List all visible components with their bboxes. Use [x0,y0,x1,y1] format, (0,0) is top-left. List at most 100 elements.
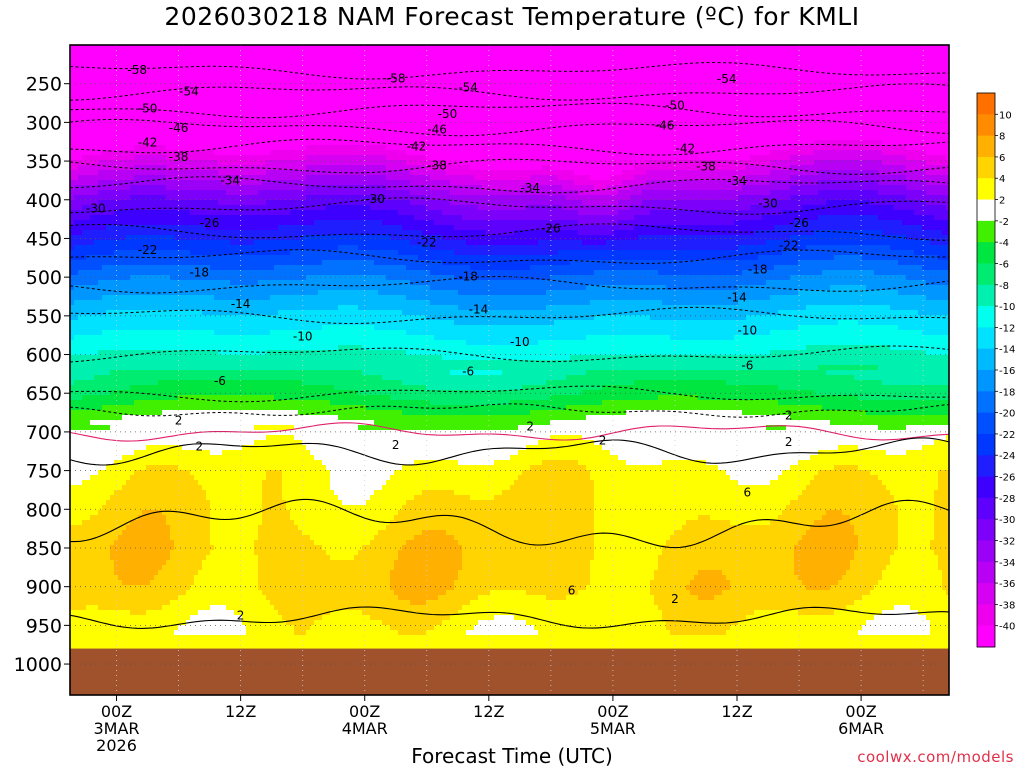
field-cell [934,65,939,71]
field-cell [274,150,279,156]
field-cell [770,80,775,86]
field-cell [562,65,567,71]
field-cell [278,60,283,66]
field-cell [126,85,131,91]
field-cell [282,120,287,126]
field-cell [458,60,463,66]
field-cell [898,120,903,126]
field-cell [322,90,327,96]
field-cell [806,145,811,151]
field-cell [814,110,819,116]
field-cell [378,95,383,101]
field-cell [226,150,231,156]
field-cell [270,60,275,66]
field-cell [766,45,771,51]
field-cell [162,140,167,146]
field-cell [414,140,419,146]
field-cell [258,90,263,96]
field-cell [214,115,219,121]
field-cell [770,75,775,81]
field-cell [854,125,859,131]
field-cell [806,90,811,96]
field-cell [366,80,371,86]
field-cell [218,95,223,101]
field-cell [410,120,415,126]
field-cell [870,75,875,81]
field-cell [142,110,147,116]
field-cell [914,95,919,101]
field-cell [674,155,679,161]
field-cell [146,75,151,81]
field-cell [350,125,355,131]
field-cell [434,60,439,66]
field-cell [750,100,755,106]
field-cell [178,90,183,96]
field-cell [174,50,179,56]
field-cell [578,95,583,101]
field-cell [314,110,319,116]
field-cell [922,105,927,111]
field-cell [478,135,483,141]
field-cell [922,110,927,116]
field-cell [350,50,355,56]
field-cell [914,50,919,56]
field-cell [798,65,803,71]
field-cell [698,85,703,91]
field-cell [946,60,949,66]
field-cell [850,135,855,141]
field-cell [726,45,731,51]
field-cell [598,155,603,161]
field-cell [502,65,507,71]
field-cell [218,90,223,96]
field-cell [682,125,687,131]
field-cell [630,130,635,136]
field-cell [374,50,379,56]
field-cell [594,55,599,61]
field-cell [922,70,927,76]
field-cell [426,65,431,71]
field-cell [266,140,271,146]
field-cell [606,150,611,156]
field-cell [398,100,403,106]
field-cell [82,70,87,76]
field-cell [778,115,783,121]
field-cell [754,60,759,66]
field-cell [198,90,203,96]
field-cell [842,100,847,106]
field-cell [302,45,307,51]
field-cell [382,150,387,156]
field-cell [358,45,363,51]
field-cell [258,85,263,91]
field-cell [438,50,443,56]
field-cell [542,50,547,56]
field-cell [790,145,795,151]
field-cell [290,55,295,61]
field-cell [874,70,879,76]
field-cell [238,50,243,56]
field-cell [814,50,819,56]
field-cell [934,105,939,111]
field-cell [230,95,235,101]
field-cell [922,60,927,66]
field-cell [846,145,851,151]
field-cell [530,105,535,111]
field-cell [266,75,271,81]
field-cell [678,130,683,136]
field-cell [426,120,431,126]
field-cell [562,125,567,131]
field-cell [526,105,531,111]
field-cell [318,150,323,156]
field-cell [902,110,907,116]
temperature-field [70,45,949,695]
field-cell [742,120,747,126]
field-cell [114,45,119,51]
field-cell [554,45,559,51]
field-cell [398,80,403,86]
field-cell [890,90,895,96]
field-cell [242,130,247,136]
field-cell [786,90,791,96]
field-cell [270,105,275,111]
field-cell [626,150,631,156]
field-cell [626,115,631,121]
field-cell [830,55,835,61]
